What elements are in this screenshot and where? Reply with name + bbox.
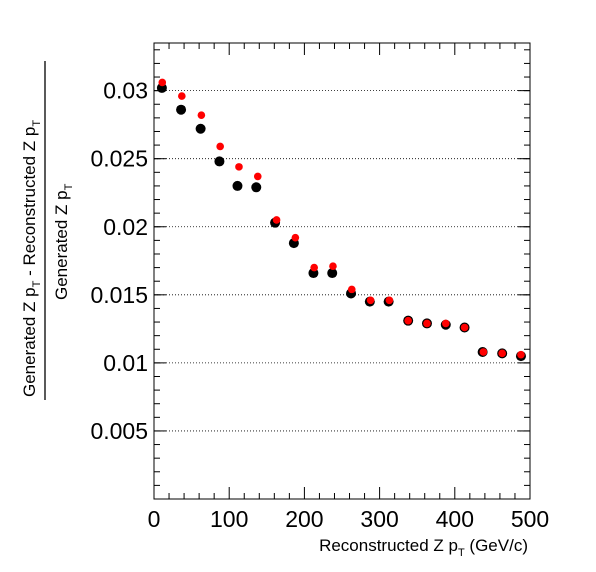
x-tick-label: 300	[360, 506, 398, 532]
x-tick-label: 200	[285, 506, 323, 532]
data-point	[366, 296, 375, 305]
y-num-sub1: T	[31, 280, 43, 287]
data-point	[423, 319, 431, 328]
data-point	[214, 156, 225, 167]
y-num-part2: - Reconstructed Z p	[20, 127, 39, 281]
x-axis-title-subscript: T	[458, 547, 465, 559]
points-layer	[156, 78, 526, 362]
data-point	[235, 163, 243, 171]
plot-frame	[153, 42, 531, 500]
y-axis-title-numerator: Generated Z pT - Reconstructed Z pT	[20, 120, 43, 397]
x-tick-label: 500	[511, 506, 549, 532]
data-point	[517, 350, 525, 359]
y-tick-label: 0.025	[90, 146, 148, 172]
data-point	[310, 263, 318, 272]
data-point	[176, 104, 187, 115]
data-point	[291, 233, 300, 242]
y-tick-label: 0.03	[103, 78, 148, 104]
y-tick-label: 0.01	[103, 350, 148, 376]
y-axis-title-denominator: Generated Z pT	[52, 183, 75, 300]
y-tick-label: 0.005	[90, 418, 148, 444]
y-num-sub2: T	[31, 120, 43, 127]
data-point	[197, 111, 206, 119]
data-point	[460, 323, 469, 332]
data-point	[404, 316, 412, 325]
data-point	[385, 296, 394, 305]
data-point	[347, 285, 356, 294]
x-axis-title-main: Reconstructed Z p	[319, 536, 458, 555]
data-point	[232, 180, 243, 191]
data-point	[216, 142, 224, 151]
data-point	[327, 268, 338, 279]
y-den-part1: Generated Z p	[52, 190, 71, 300]
data-point	[272, 216, 281, 224]
tick-labels-layer: 0.005 0.01 0.015 0.02 0.025 0.03 0 100 200 300 400…	[90, 78, 549, 532]
x-axis-title-unit: (GeV/c)	[465, 536, 528, 555]
data-point	[329, 262, 337, 271]
data-point	[158, 78, 167, 87]
x-axis-title: Reconstructed Z pT (GeV/c)	[319, 536, 528, 559]
x-tick-label: 0	[148, 506, 161, 532]
x-tick-label: 100	[210, 506, 248, 532]
data-point	[178, 92, 186, 100]
data-point	[195, 123, 206, 134]
data-point	[251, 182, 262, 193]
data-point	[253, 172, 262, 181]
data-point	[479, 348, 488, 356]
data-point	[441, 319, 450, 328]
y-den-sub1: T	[63, 183, 75, 190]
data-point	[498, 349, 506, 358]
x-tick-label: 400	[436, 506, 474, 532]
y-num-part1: Generated Z p	[20, 287, 39, 397]
ticks-layer	[153, 43, 531, 499]
y-tick-label: 0.02	[103, 214, 148, 240]
y-tick-label: 0.015	[90, 282, 148, 308]
